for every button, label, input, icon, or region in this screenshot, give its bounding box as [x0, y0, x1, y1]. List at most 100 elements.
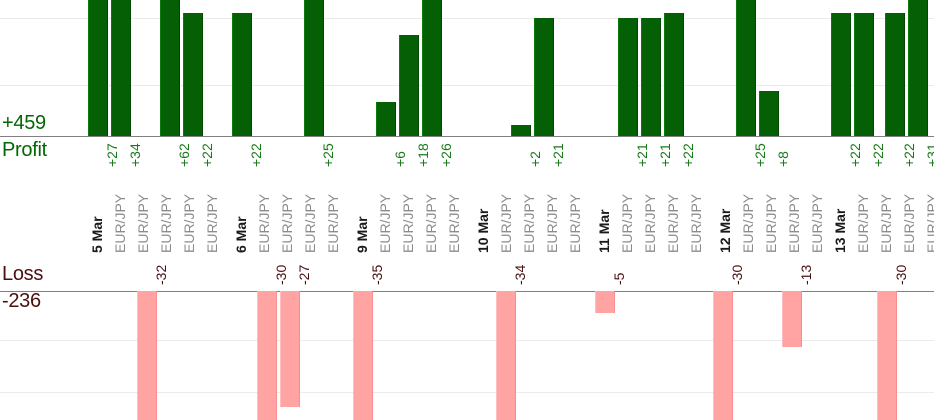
bar-slot[interactable]: +22: [181, 0, 215, 420]
instrument-tick-label: EUR/JPY: [112, 193, 128, 253]
instrument-tick-label: EUR/JPY: [924, 193, 934, 253]
instrument-tick-label: EUR/JPY: [423, 193, 439, 253]
profit-bar[interactable]: [232, 12, 252, 136]
instrument-tick-label: EUR/JPY: [763, 193, 779, 253]
date-tick-label: 12 Mar: [717, 208, 733, 253]
profit-bar[interactable]: [908, 0, 928, 136]
loss-bar[interactable]: [496, 291, 516, 420]
loss-total-label: -236: [2, 290, 41, 312]
loss-zero-axis: [0, 291, 934, 292]
profit-bar[interactable]: [304, 0, 324, 136]
bar-slot[interactable]: +22: [829, 0, 863, 420]
instrument-tick-label: EUR/JPY: [665, 193, 681, 253]
instrument-tick-label: EUR/JPY: [279, 193, 295, 253]
instrument-tick-label: EUR/JPY: [688, 193, 704, 253]
bar-slot[interactable]: -30: [711, 0, 745, 420]
bar-slot[interactable]: -27: [278, 0, 312, 420]
instrument-tick-label: EUR/JPY: [325, 193, 341, 253]
bar-slot[interactable]: +26: [420, 0, 454, 420]
instrument-tick-label: EUR/JPY: [446, 193, 462, 253]
profit-bar[interactable]: [376, 102, 396, 136]
date-tick-label: 5 Mar: [89, 216, 105, 253]
date-tick-label: 10 Mar: [475, 208, 491, 253]
loss-bar[interactable]: [595, 291, 615, 313]
instrument-tick-label: EUR/JPY: [740, 193, 756, 253]
profit-bar[interactable]: [511, 124, 531, 136]
bar-slot[interactable]: +22: [230, 0, 264, 420]
bar-slot[interactable]: -30: [875, 0, 909, 420]
instrument-tick-label: EUR/JPY: [135, 193, 151, 253]
instrument-tick-label: EUR/JPY: [901, 193, 917, 253]
loss-bar[interactable]: [257, 291, 277, 420]
bar-slot[interactable]: +21: [616, 0, 650, 420]
bar-slot[interactable]: -32: [135, 0, 169, 420]
instrument-tick-label: EUR/JPY: [158, 193, 174, 253]
bar-slot[interactable]: +25: [734, 0, 768, 420]
profit-bar[interactable]: [534, 18, 554, 136]
gridline: [0, 18, 934, 19]
bar-slot[interactable]: +22: [662, 0, 696, 420]
instrument-tick-label: EUR/JPY: [256, 193, 272, 253]
date-tick-label: 9 Mar: [354, 216, 370, 253]
bar-slot[interactable]: +34: [109, 0, 143, 420]
bar-slot[interactable]: +22: [883, 0, 917, 420]
instrument-tick-label: EUR/JPY: [544, 193, 560, 253]
bar-slot[interactable]: +8: [757, 0, 791, 420]
bar-slot[interactable]: +21: [532, 0, 566, 420]
bar-slot[interactable]: +21: [639, 0, 673, 420]
bar-slot[interactable]: +25: [302, 0, 336, 420]
bar-slot[interactable]: +27: [86, 0, 120, 420]
bar-slot[interactable]: +22: [852, 0, 886, 420]
profit-zero-axis: [0, 136, 934, 137]
instrument-tick-label: EUR/JPY: [642, 193, 658, 253]
loss-bar[interactable]: [877, 291, 897, 420]
profit-bar[interactable]: [831, 12, 851, 136]
bar-slot[interactable]: +18: [397, 0, 431, 420]
profit-bar[interactable]: [183, 12, 203, 136]
gridline: [0, 392, 934, 393]
bar-slot[interactable]: -5: [593, 0, 627, 420]
instrument-tick-label: EUR/JPY: [400, 193, 416, 253]
loss-bar[interactable]: [280, 291, 300, 408]
bar-slot[interactable]: -30: [255, 0, 289, 420]
profit-bar[interactable]: [641, 18, 661, 136]
bar-slot[interactable]: -35: [351, 0, 385, 420]
profit-bar[interactable]: [618, 18, 638, 136]
instrument-tick-label: EUR/JPY: [521, 193, 537, 253]
bar-slot[interactable]: +2: [509, 0, 543, 420]
loss-bar[interactable]: [353, 291, 373, 420]
gridline: [0, 340, 934, 341]
bar-slot[interactable]: -34: [494, 0, 528, 420]
instrument-tick-label: EUR/JPY: [878, 193, 894, 253]
profit-bar[interactable]: [88, 0, 108, 136]
profit-bar[interactable]: [422, 0, 442, 136]
instrument-tick-label: EUR/JPY: [809, 193, 825, 253]
instrument-tick-label: EUR/JPY: [302, 193, 318, 253]
instrument-tick-label: EUR/JPY: [619, 193, 635, 253]
profit-bar[interactable]: [759, 91, 779, 136]
loss-axis-label: Loss: [2, 263, 44, 285]
bar-slot[interactable]: -13: [780, 0, 814, 420]
profit-bar[interactable]: [111, 0, 131, 136]
instrument-tick-label: EUR/JPY: [377, 193, 393, 253]
profit-bar[interactable]: [664, 12, 684, 136]
bar-slot[interactable]: +6: [374, 0, 408, 420]
loss-bar[interactable]: [137, 291, 157, 420]
date-tick-label: 11 Mar: [596, 209, 612, 253]
profit-bar[interactable]: [399, 35, 419, 136]
profit-bar[interactable]: [160, 0, 180, 136]
loss-bar[interactable]: [782, 291, 802, 347]
bar-slot[interactable]: +62: [158, 0, 192, 420]
profit-bar[interactable]: [854, 12, 874, 136]
instrument-tick-label: EUR/JPY: [498, 193, 514, 253]
instrument-tick-label: EUR/JPY: [786, 193, 802, 253]
loss-bar[interactable]: [713, 291, 733, 420]
profit-bar[interactable]: [885, 12, 905, 136]
instrument-tick-label: EUR/JPY: [204, 193, 220, 253]
profit-bar[interactable]: [736, 0, 756, 136]
bar-slot[interactable]: +31: [906, 0, 934, 420]
